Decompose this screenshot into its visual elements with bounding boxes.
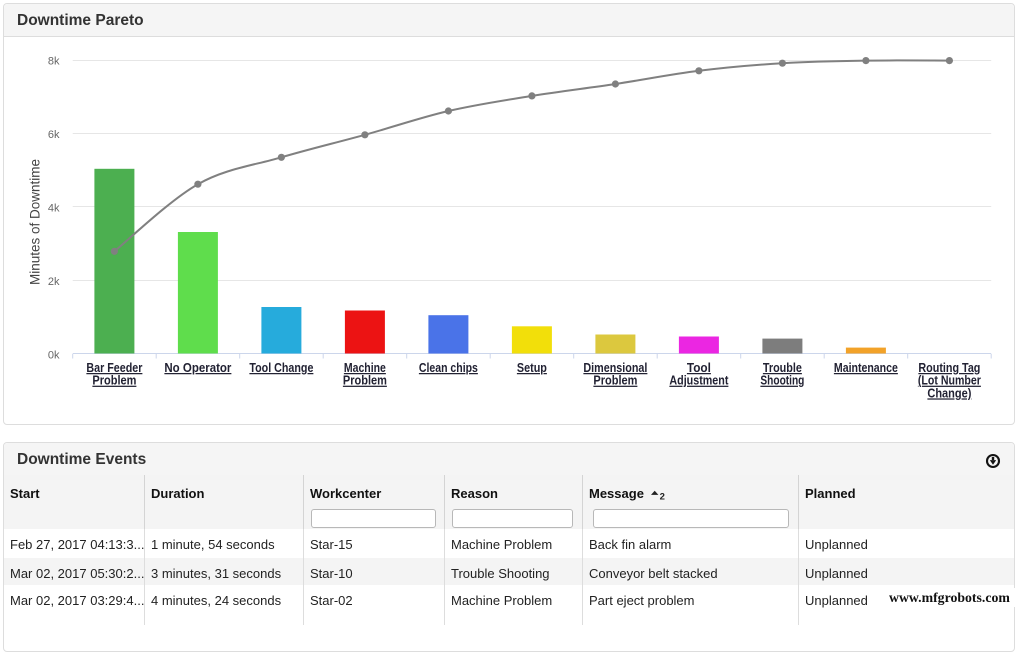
svg-text:No Operator: No Operator [164,361,231,375]
svg-text:Setup: Setup [517,361,547,375]
svg-text:Trouble: Trouble [763,361,802,375]
svg-text:Tool: Tool [687,361,711,375]
svg-text:0k: 0k [48,349,60,361]
svg-text:Change): Change) [927,386,971,400]
svg-text:Problem: Problem [343,374,387,388]
svg-text:Minutes of Downtime: Minutes of Downtime [28,159,43,285]
svg-text:(Lot Number: (Lot Number [918,374,981,388]
svg-text:Bar Feeder: Bar Feeder [86,361,142,375]
svg-text:Problem: Problem [593,374,637,388]
svg-text:Shooting: Shooting [760,374,804,388]
svg-text:Tool Change: Tool Change [249,361,313,375]
svg-text:2k: 2k [48,276,60,288]
svg-text:Adjustment: Adjustment [669,374,729,388]
svg-text:Machine: Machine [344,361,386,375]
svg-text:4k: 4k [48,203,60,215]
svg-text:6k: 6k [48,129,60,141]
svg-text:Dimensional: Dimensional [583,361,647,375]
svg-text:8k: 8k [48,56,60,68]
svg-text:Routing Tag: Routing Tag [918,361,980,375]
svg-text:Problem: Problem [92,374,136,388]
svg-text:Maintenance: Maintenance [834,361,898,375]
svg-text:Clean chips: Clean chips [419,361,478,375]
svg-text:2: 2 [660,492,665,503]
